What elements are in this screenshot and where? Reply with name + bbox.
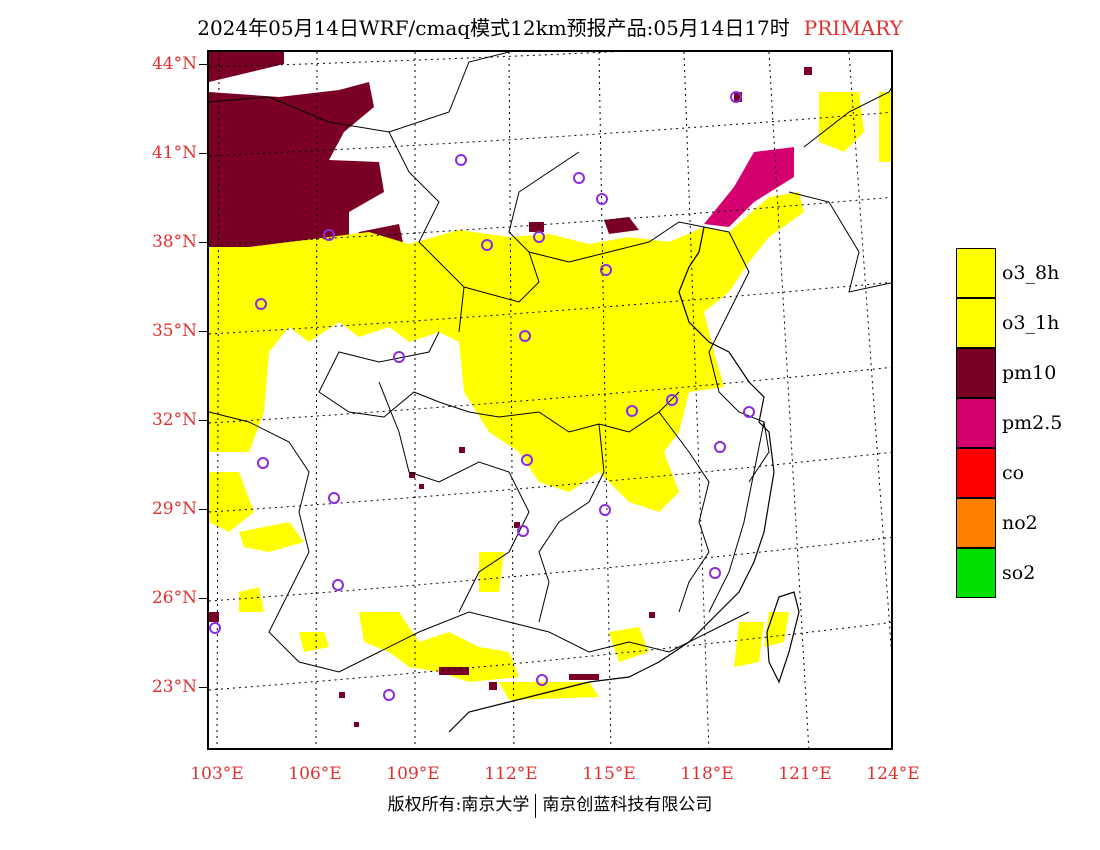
title-tag: PRIMARY	[803, 16, 903, 40]
pm25-region-northeast	[704, 147, 794, 227]
legend-label: o3_1h	[1002, 312, 1060, 334]
lon-label-109: 109°E	[386, 764, 440, 784]
lat-label-26: 26°N	[135, 588, 207, 608]
title-text: 2024年05月14日WRF/cmaq模式12km预报产品:05月14日17时	[197, 16, 790, 40]
map-panel	[207, 50, 893, 750]
lon-label-115: 115°E	[582, 764, 636, 784]
lat-label-35: 35°N	[135, 321, 207, 341]
lon-label-118: 118°E	[680, 764, 734, 784]
coastline	[448, 226, 800, 733]
lon-label-103: 103°E	[190, 764, 244, 784]
station-markers	[209, 91, 755, 701]
map-title: 2024年05月14日WRF/cmaq模式12km预报产品:05月14日17时 P…	[0, 12, 1100, 41]
lon-label-112: 112°E	[484, 764, 538, 784]
legend-label: pm10	[1002, 362, 1057, 384]
lat-label-23: 23°N	[135, 677, 207, 697]
graticule	[209, 52, 891, 748]
o3-region	[209, 92, 891, 700]
legend-label: co	[1002, 462, 1025, 484]
legend-swatch	[956, 298, 996, 348]
map-canvas	[209, 52, 891, 748]
legend-swatch	[956, 498, 996, 548]
credit-right: 南京创蓝科技有限公司	[542, 795, 713, 815]
legend-swatch	[956, 348, 996, 398]
pm10-scatter	[209, 67, 812, 727]
lon-label-121: 121°E	[778, 764, 832, 784]
lon-label-106: 106°E	[288, 764, 342, 784]
lat-label-38: 38°N	[135, 232, 207, 252]
lat-label-44: 44°N	[135, 54, 207, 74]
legend-label: pm2.5	[1002, 412, 1063, 434]
legend-label: o3_8h	[1002, 262, 1060, 284]
legend-swatch	[956, 398, 996, 448]
legend-swatch	[956, 248, 996, 298]
legend-label: so2	[1002, 562, 1036, 584]
boundaries	[209, 52, 891, 673]
credit-line: 版权所有:南京大学 南京创蓝科技有限公司	[0, 790, 1100, 818]
legend-swatch	[956, 448, 996, 498]
lat-label-32: 32°N	[135, 410, 207, 430]
legend-label: no2	[1002, 512, 1038, 534]
lat-label-29: 29°N	[135, 499, 207, 519]
legend-swatch	[956, 548, 996, 598]
lon-label-124: 124°E	[866, 764, 920, 784]
lat-label-41: 41°N	[135, 143, 207, 163]
credit-separator	[535, 793, 537, 818]
credit-left: 版权所有:南京大学	[387, 795, 530, 815]
